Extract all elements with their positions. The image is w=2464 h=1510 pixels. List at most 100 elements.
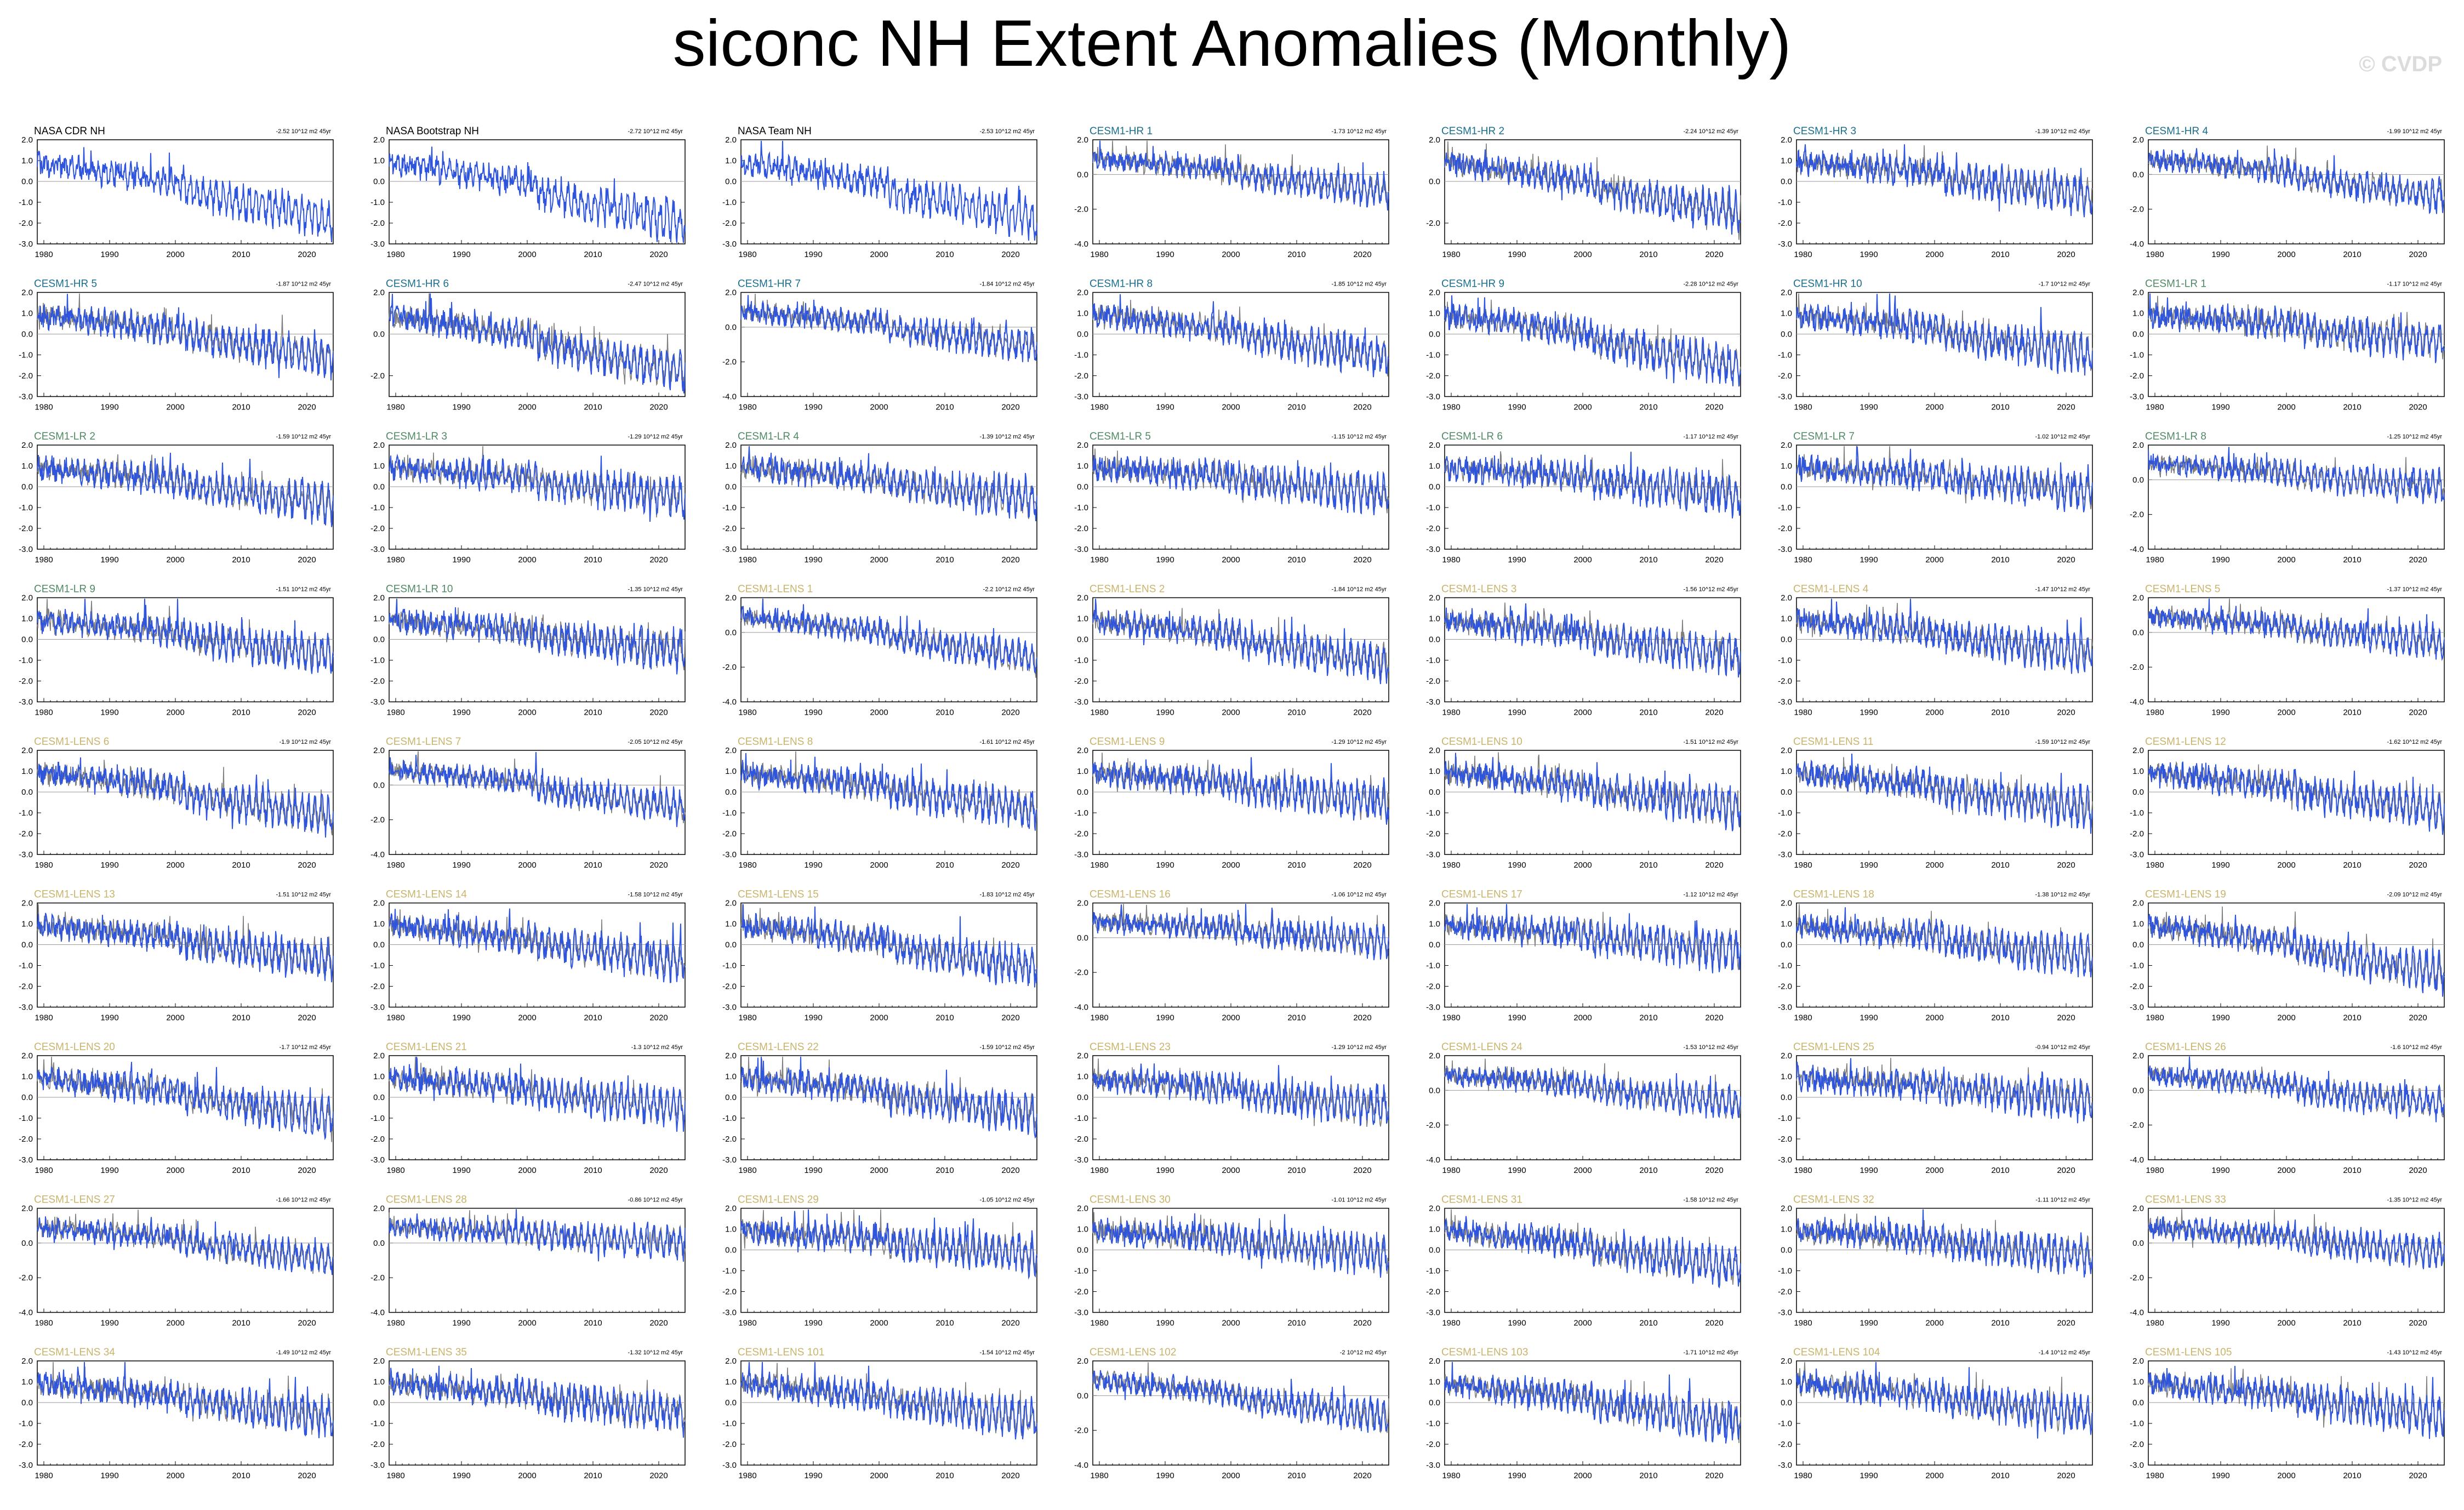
- panel-frame: [1444, 139, 1741, 244]
- y-tick-label: 1.0: [21, 156, 33, 166]
- y-tick-label: 2.0: [21, 1357, 33, 1366]
- y-tick-label: -2.0: [1426, 677, 1440, 686]
- y-tick-label: -3.0: [19, 698, 33, 707]
- x-tick-label: 1980: [2146, 555, 2164, 565]
- x-tick-label: 1990: [2211, 708, 2229, 717]
- y-tick-label: -4.0: [2130, 240, 2144, 249]
- panel-frame: [740, 902, 1037, 1008]
- panel-frame: [389, 139, 686, 244]
- panel-trend: -1.59 10^12 m2 45yr: [979, 1044, 1035, 1051]
- panel-frame: [1444, 1360, 1741, 1466]
- model-series-line: [1444, 904, 1741, 973]
- panel-title: CESM1-LENS 9: [1090, 736, 1165, 748]
- y-tick-label: -2.0: [1778, 219, 1792, 228]
- y-tick-label: -2.0: [19, 982, 33, 992]
- panel-frame: [1092, 1207, 1389, 1313]
- panel-frame: [2148, 750, 2445, 855]
- x-tick-label: 1990: [1860, 1319, 1878, 1328]
- panel-title: CESM1-HR 7: [738, 278, 801, 290]
- panel-title: CESM1-LENS 32: [1793, 1194, 1874, 1206]
- y-tick-label: 0.0: [2132, 170, 2144, 179]
- x-tick-label: 1990: [1508, 1013, 1526, 1023]
- x-tick-label: 1980: [386, 1319, 404, 1328]
- panel-frame: [389, 1360, 686, 1466]
- panel-trend: -0.94 10^12 m2 45yr: [2035, 1044, 2090, 1051]
- x-tick-label: 2010: [1287, 1471, 1305, 1480]
- y-tick-label: 0.0: [1429, 1246, 1440, 1255]
- y-tick-label: 0.0: [373, 177, 385, 186]
- panel: CESM1-LENS 21 -1.3 10^12 m2 45yr 2.0 1.0 0.0…: [370, 1041, 686, 1175]
- panel: CESM1-LENS 24 -1.53 10^12 m2 45yr 2.0 0.0 -2…: [1426, 1041, 1741, 1175]
- x-tick-label: 1990: [452, 1471, 470, 1480]
- y-tick-label: 2.0: [373, 135, 385, 145]
- y-tick-label: -2.0: [722, 219, 737, 228]
- panel-trend: -1.66 10^12 m2 45yr: [276, 1197, 331, 1204]
- panel-frame: [2148, 292, 2445, 397]
- y-tick-label: 2.0: [2132, 1051, 2144, 1061]
- y-tick-label: 0.0: [725, 1398, 737, 1408]
- x-tick-label: 2000: [1925, 708, 1943, 717]
- x-tick-label: 2020: [1705, 861, 1723, 870]
- y-tick-label: 0.0: [725, 788, 737, 797]
- y-tick-label: 0.0: [725, 1093, 737, 1102]
- y-tick-label: 1.0: [21, 920, 33, 929]
- panel: CESM1-LENS 14 -1.58 10^12 m2 45yr 2.0 1.0 0.…: [370, 889, 686, 1023]
- x-tick-label: 2020: [2057, 250, 2075, 259]
- panel-frame: [37, 445, 334, 550]
- panel-trend: -1.3 10^12 m2 45yr: [631, 1044, 683, 1051]
- y-tick-label: -1.0: [1778, 1114, 1792, 1123]
- y-tick-label: 0.0: [373, 941, 385, 950]
- panel: CESM1-LENS 103 -1.71 10^12 m2 45yr 2.0 1.0 0…: [1426, 1347, 1741, 1480]
- y-tick-label: -3.0: [1426, 850, 1440, 859]
- panel-title: CESM1-HR 1: [1090, 126, 1153, 137]
- y-tick-label: 2.0: [1077, 1051, 1088, 1061]
- model-series-line: [1092, 140, 1389, 211]
- y-tick-label: -4.0: [722, 392, 737, 402]
- y-tick-label: -2.0: [1426, 1440, 1440, 1449]
- y-tick-label: 0.0: [2132, 1398, 2144, 1408]
- x-tick-label: 2010: [232, 1013, 250, 1023]
- panel: CESM1-LENS 20 -1.7 10^12 m2 45yr 2.0 1.0 0.0…: [19, 1041, 334, 1175]
- model-series-line: [1444, 603, 1741, 678]
- x-tick-label: 1980: [2146, 708, 2164, 717]
- y-tick-label: -1.0: [722, 1419, 737, 1428]
- x-tick-label: 2000: [1573, 1166, 1592, 1175]
- panel-frame: [2148, 445, 2445, 550]
- y-tick-label: 1.0: [725, 156, 737, 166]
- x-tick-label: 2010: [1287, 708, 1305, 717]
- y-tick-label: 0.0: [1781, 177, 1792, 186]
- model-series-line: [1092, 599, 1389, 685]
- x-tick-label: 1990: [1508, 1319, 1526, 1328]
- y-tick-label: -1.0: [19, 808, 33, 818]
- x-tick-label: 1980: [386, 1166, 404, 1175]
- x-tick-label: 2020: [1001, 555, 1019, 565]
- y-tick-label: 0.0: [2132, 1239, 2144, 1248]
- obs-series-line: [389, 909, 686, 978]
- x-tick-label: 1980: [2146, 1166, 2164, 1175]
- x-tick-label: 2010: [232, 1319, 250, 1328]
- panel-title: CESM1-LENS 102: [1090, 1347, 1176, 1358]
- y-tick-label: -1.0: [722, 1114, 737, 1123]
- y-tick-label: -2.0: [19, 829, 33, 839]
- x-tick-label: 2020: [1705, 555, 1723, 565]
- x-tick-label: 1990: [452, 250, 470, 259]
- panel-title: CESM1-LR 4: [738, 431, 799, 442]
- x-tick-label: 2010: [2343, 555, 2361, 565]
- model-series-line: [37, 147, 334, 242]
- x-tick-label: 2010: [2343, 250, 2361, 259]
- y-tick-label: 1.0: [1077, 614, 1088, 624]
- x-tick-label: 2010: [232, 1471, 250, 1480]
- panel-title: NASA CDR NH: [34, 126, 105, 137]
- x-tick-label: 1990: [804, 555, 822, 565]
- panel-trend: -1.6 10^12 m2 45yr: [2391, 1044, 2443, 1051]
- x-tick-label: 2020: [298, 708, 316, 717]
- y-tick-label: 2.0: [1077, 899, 1088, 908]
- panel: CESM1-LENS 26 -1.6 10^12 m2 45yr 2.0 0.0 -2.…: [2130, 1041, 2445, 1175]
- y-tick-label: -2.0: [2130, 372, 2144, 381]
- x-tick-label: 1990: [1860, 1166, 1878, 1175]
- panel-frame: [1796, 750, 2093, 855]
- x-tick-label: 2020: [298, 861, 316, 870]
- y-tick-label: -3.0: [1426, 1308, 1440, 1318]
- y-tick-label: -1.0: [2130, 1419, 2144, 1428]
